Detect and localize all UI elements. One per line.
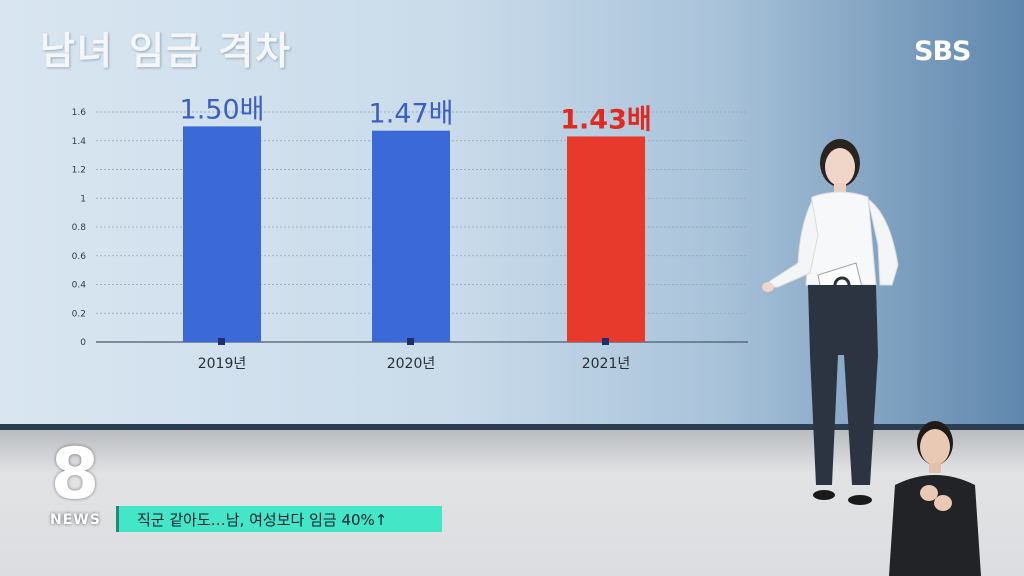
x-category-label: 2019년 (198, 356, 247, 372)
bar-base-marker (407, 338, 414, 345)
data-label: 1.50배 (180, 94, 265, 125)
y-tick-label: 1 (80, 194, 86, 204)
news-logo-number: 8 (50, 433, 100, 515)
x-category-label: 2020년 (387, 356, 436, 372)
y-tick-label: 0.6 (72, 252, 87, 262)
y-tick-label: 0 (80, 338, 86, 348)
news-logo-text: NEWS (50, 512, 101, 528)
bar (567, 136, 645, 342)
sbs-logo: SBS (914, 36, 971, 67)
bar-base-marker (602, 338, 609, 345)
headline-caption-text: 직군 같아도…남, 여성보다 임금 40%↑ (137, 511, 388, 529)
8-news-logo: 8 NEWS (44, 436, 106, 532)
chart-title: 남녀 임금 격차 (40, 29, 293, 73)
presenter-figure (762, 139, 899, 505)
sign-language-interpreter (889, 421, 981, 576)
y-tick-label: 0.8 (72, 223, 87, 233)
headline-caption-bar: 직군 같아도…남, 여성보다 임금 40%↑ (116, 506, 442, 532)
data-label: 1.47배 (369, 99, 454, 130)
bar-chart: 0 0.2 0.4 0.6 0.8 1 1.2 1.4 1.6 1.50배 2019년 1.47배 20… (72, 94, 748, 372)
y-tick-label: 0.4 (72, 281, 87, 291)
screen-bottom-edge (0, 424, 1024, 430)
bar (372, 130, 450, 342)
y-tick-label: 1.6 (72, 108, 87, 118)
bar-base-marker (218, 338, 225, 345)
bar (183, 126, 261, 342)
x-category-label: 2021년 (582, 356, 631, 372)
y-tick-label: 1.4 (72, 137, 87, 147)
y-tick-label: 1.2 (72, 166, 86, 176)
y-tick-label: 0.2 (72, 309, 86, 319)
data-label: 1.43배 (560, 104, 651, 135)
